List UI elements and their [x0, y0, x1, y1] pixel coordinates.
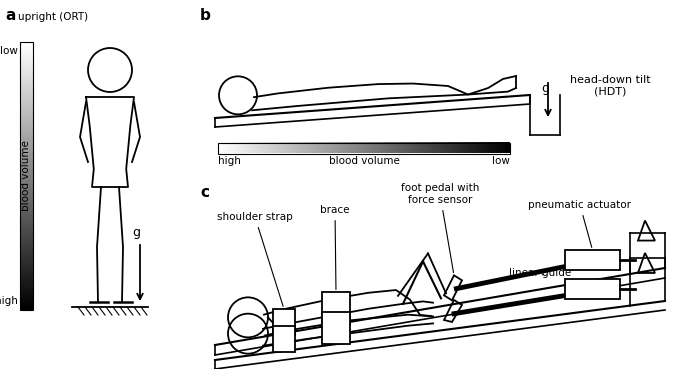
Text: a: a: [5, 8, 15, 23]
Text: g: g: [132, 226, 140, 239]
Text: head-down tilt
(HDT): head-down tilt (HDT): [570, 75, 651, 97]
Bar: [322, 312, 350, 344]
Text: high: high: [0, 296, 18, 306]
Bar: [565, 250, 620, 270]
Bar: [218, 142, 510, 154]
Text: brace: brace: [321, 205, 350, 290]
Bar: [273, 309, 295, 335]
Bar: [273, 327, 295, 352]
Text: linear guide: linear guide: [509, 268, 571, 278]
Text: c: c: [200, 185, 209, 200]
Text: g: g: [541, 82, 549, 95]
Text: blood volume: blood volume: [329, 156, 399, 166]
Bar: [322, 292, 350, 324]
Bar: [20, 42, 33, 310]
Text: low: low: [0, 46, 18, 56]
Text: low: low: [492, 156, 510, 166]
Text: shoulder strap: shoulder strap: [217, 212, 293, 306]
Text: upright (ORT): upright (ORT): [18, 12, 88, 22]
Bar: [565, 279, 620, 299]
Text: foot pedal with
force sensor: foot pedal with force sensor: [401, 183, 479, 273]
Text: pneumatic actuator: pneumatic actuator: [529, 200, 632, 248]
Text: blood volume: blood volume: [21, 141, 32, 211]
Text: b: b: [200, 8, 211, 23]
Text: high: high: [218, 156, 241, 166]
